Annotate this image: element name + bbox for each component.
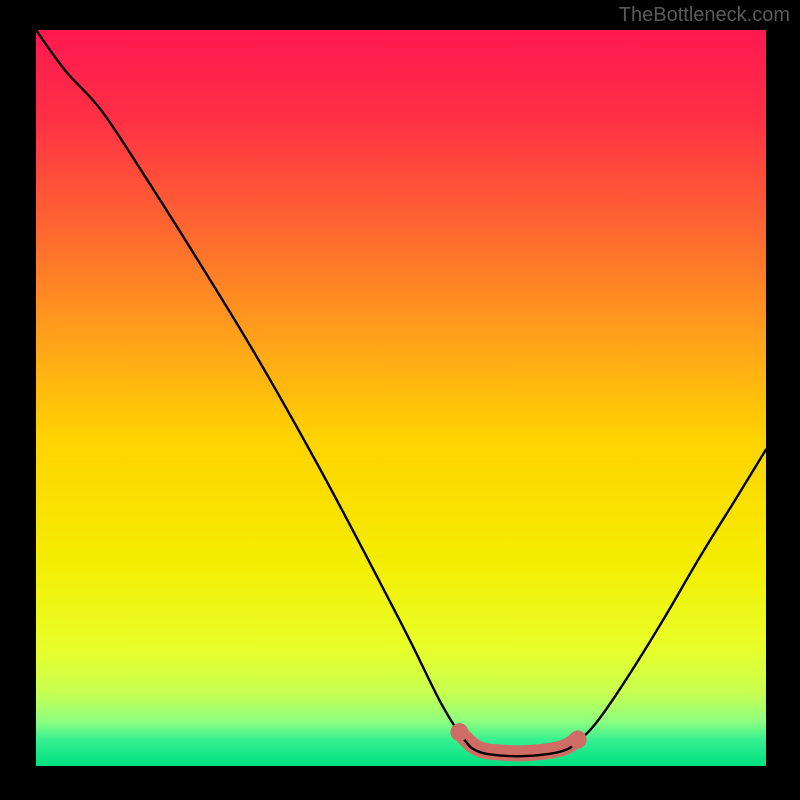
bottleneck-curve: [36, 30, 766, 766]
chart-plot-area: [36, 30, 766, 766]
attribution-text: TheBottleneck.com: [619, 4, 790, 27]
